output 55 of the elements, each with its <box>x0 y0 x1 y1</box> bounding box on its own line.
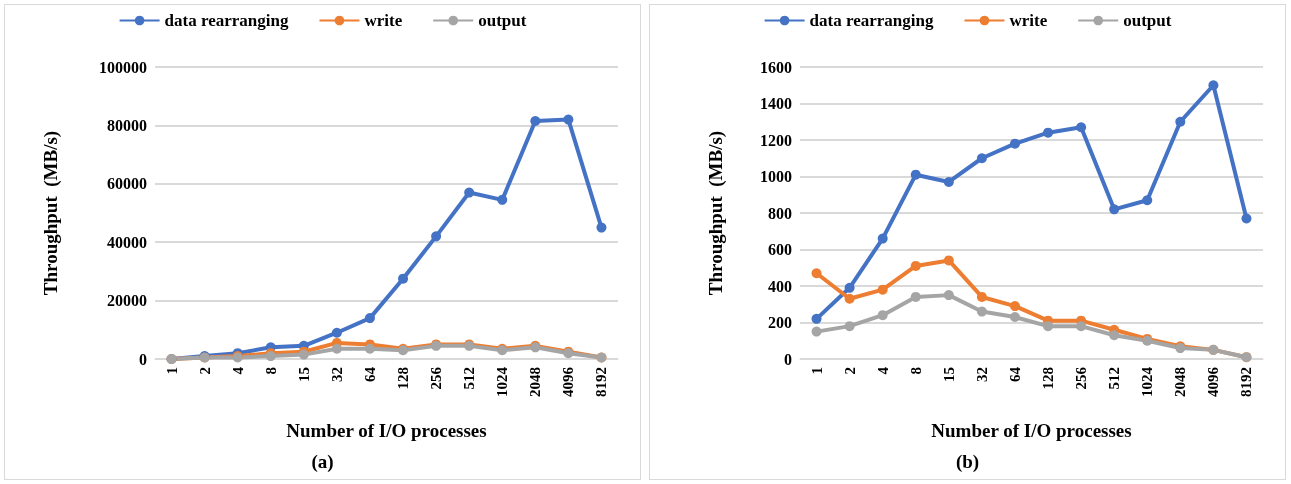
x-tick-label: 1 <box>163 367 180 375</box>
legend-label: output <box>478 11 527 30</box>
y-tick-label: 1600 <box>760 58 792 76</box>
x-tick-label: 4096 <box>1205 366 1222 397</box>
x-tick-label: 128 <box>395 367 412 390</box>
legend-label: output <box>1123 11 1172 30</box>
legend-label: data rearranging <box>809 11 934 30</box>
x-tick-label: 15 <box>295 367 312 382</box>
y-tick-label: 0 <box>139 350 147 368</box>
x-tick-label: 8 <box>907 367 924 375</box>
text: (b) <box>955 451 980 473</box>
x-axis-title: Number of I/O processes <box>286 420 487 441</box>
x-tick-label: 64 <box>361 366 378 382</box>
x-tick-label: 2 <box>841 367 858 375</box>
x-tick-label: 8192 <box>593 367 610 397</box>
x-tick-label: 15 <box>940 367 957 382</box>
x-tick-label: 256 <box>1073 366 1090 390</box>
x-tick-label: 2048 <box>527 367 544 397</box>
x-tick-label: 1024 <box>1139 366 1156 397</box>
y-tick-label: 80000 <box>107 116 147 134</box>
y-tick-label: 0 <box>784 350 792 368</box>
y-tick-label: 600 <box>768 241 792 258</box>
y-tick-label: 400 <box>768 277 792 295</box>
y-tick-label: 200 <box>768 314 792 331</box>
x-tick-label: 8 <box>262 367 279 375</box>
y-axis-title: Throughput (MB/s) <box>40 130 62 296</box>
x-tick-label: 8192 <box>1238 367 1255 397</box>
x-tick-label: 512 <box>461 367 478 390</box>
x-tick-label: 128 <box>1040 367 1057 390</box>
y-tick-label: 1200 <box>760 131 792 149</box>
x-tick-label: 512 <box>1106 367 1123 390</box>
x-tick-label: 2048 <box>1172 367 1189 397</box>
x-tick-label: 32 <box>328 367 345 382</box>
x-tick-label: 32 <box>973 367 990 382</box>
legend-label: write <box>1009 11 1048 30</box>
x-tick-label: 2 <box>196 367 213 375</box>
x-tick-label: 4 <box>874 366 891 375</box>
text: (a) <box>311 451 334 473</box>
x-tick-label: 4 <box>229 366 246 375</box>
y-tick-label: 1000 <box>760 168 792 185</box>
x-tick-label: 1 <box>808 367 825 375</box>
y-axis-title: Throughput (MB/s) <box>705 130 727 296</box>
legend-label: data rearranging <box>164 11 289 30</box>
x-tick-label: 1024 <box>494 366 511 397</box>
y-tick-label: 20000 <box>107 292 147 310</box>
x-tick-label: 256 <box>428 366 445 390</box>
y-tick-label: 60000 <box>107 175 147 193</box>
legend-label: write <box>364 11 403 30</box>
x-axis-title: Number of I/O processes <box>931 420 1132 441</box>
y-tick-label: 800 <box>768 204 792 222</box>
y-tick-label: 1400 <box>760 95 792 112</box>
y-tick-label: 100000 <box>99 58 147 76</box>
x-tick-label: 64 <box>1006 366 1023 382</box>
y-tick-label: 40000 <box>107 233 147 251</box>
x-tick-label: 4096 <box>560 366 577 397</box>
